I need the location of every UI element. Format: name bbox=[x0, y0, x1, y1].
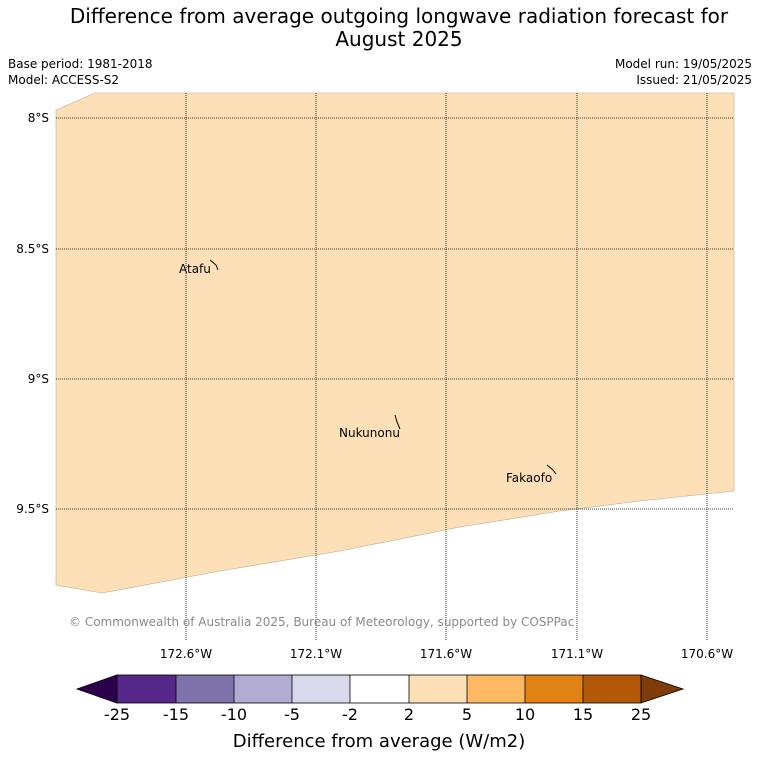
copyright-text: © Commonwealth of Australia 2025, Bureau… bbox=[69, 615, 574, 629]
place-label-fakaofo: Fakaofo bbox=[506, 471, 552, 485]
colorbar-bin-neg25-neg15 bbox=[117, 675, 176, 703]
colorbar-tick-neg25: -25 bbox=[104, 705, 130, 724]
colorbar-tick-5: 5 bbox=[462, 705, 472, 724]
model-text: Model: ACCESS-S2 bbox=[8, 73, 120, 87]
lon-label-171-1w: 171.1°W bbox=[551, 647, 603, 661]
base-period-text: Base period: 1981-2018 bbox=[8, 57, 153, 71]
forecast-fill-region bbox=[55, 92, 735, 594]
title-line-1: Difference from average outgoing longwav… bbox=[69, 4, 729, 28]
lat-label-9s: 9°S bbox=[28, 372, 49, 386]
title-line-2: August 2025 bbox=[335, 27, 463, 51]
colorbar-bin-15-25 bbox=[583, 675, 641, 703]
place-label-nukunonu: Nukunonu bbox=[339, 426, 400, 440]
colorbar-tick-neg10: -10 bbox=[221, 705, 247, 724]
colorbar-bin-neg15-neg10 bbox=[176, 675, 234, 703]
lat-label-8-5s: 8.5°S bbox=[16, 242, 49, 256]
model-run-text: Model run: 19/05/2025 bbox=[614, 57, 752, 71]
lat-label-9-5s: 9.5°S bbox=[16, 502, 49, 516]
colorbar-outline bbox=[116, 674, 642, 704]
colorbar-tick-10: 10 bbox=[515, 705, 535, 724]
colorbar-tick-15: 15 bbox=[573, 705, 593, 724]
meta-left: Base period: 1981-2018 Model: ACCESS-S2 bbox=[8, 56, 153, 88]
colorbar-tick-25: 25 bbox=[631, 705, 651, 724]
colorbar-extend-low bbox=[75, 674, 118, 704]
colorbar-label: Difference from average (W/m2) bbox=[233, 731, 525, 752]
colorbar-tick-neg5: -5 bbox=[284, 705, 300, 724]
colorbar-bin-neg2-2 bbox=[350, 675, 409, 703]
colorbar-tick-2: 2 bbox=[404, 705, 414, 724]
lon-label-171-6w: 171.6°W bbox=[420, 647, 472, 661]
chart-title: Difference from average outgoing longwav… bbox=[0, 5, 758, 51]
colorbar-tick-neg2: -2 bbox=[342, 705, 358, 724]
colorbar-bin-10-15 bbox=[525, 675, 583, 703]
meta-right: Model run: 19/05/2025 Issued: 21/05/2025 bbox=[615, 56, 752, 88]
lon-label-170-6w: 170.6°W bbox=[681, 647, 733, 661]
colorbar-bin-2-5 bbox=[409, 675, 467, 703]
colorbar: -25 -15 -10 -5 -2 2 5 10 15 25 Differenc… bbox=[75, 674, 685, 752]
atafu-island-outline bbox=[209, 259, 219, 271]
colorbar-bin-neg5-neg2 bbox=[292, 675, 350, 703]
lon-label-172-1w: 172.1°W bbox=[290, 647, 342, 661]
nukunonu-island-outline bbox=[394, 414, 401, 430]
colorbar-dividers bbox=[175, 675, 584, 703]
colorbar-bin-neg10-neg5 bbox=[234, 675, 292, 703]
colorbar-tick-neg15: -15 bbox=[163, 705, 189, 724]
colorbar-bin-5-10 bbox=[467, 675, 525, 703]
colorbar-extend-high bbox=[640, 674, 685, 704]
place-label-atafu: Atafu bbox=[179, 262, 211, 276]
issued-text: Issued: 21/05/2025 bbox=[636, 73, 752, 87]
lat-label-8s: 8°S bbox=[28, 111, 49, 125]
lon-label-172-6w: 172.6°W bbox=[160, 647, 212, 661]
fakaofo-island-outline bbox=[546, 464, 557, 475]
latitude-gridlines bbox=[56, 117, 734, 510]
